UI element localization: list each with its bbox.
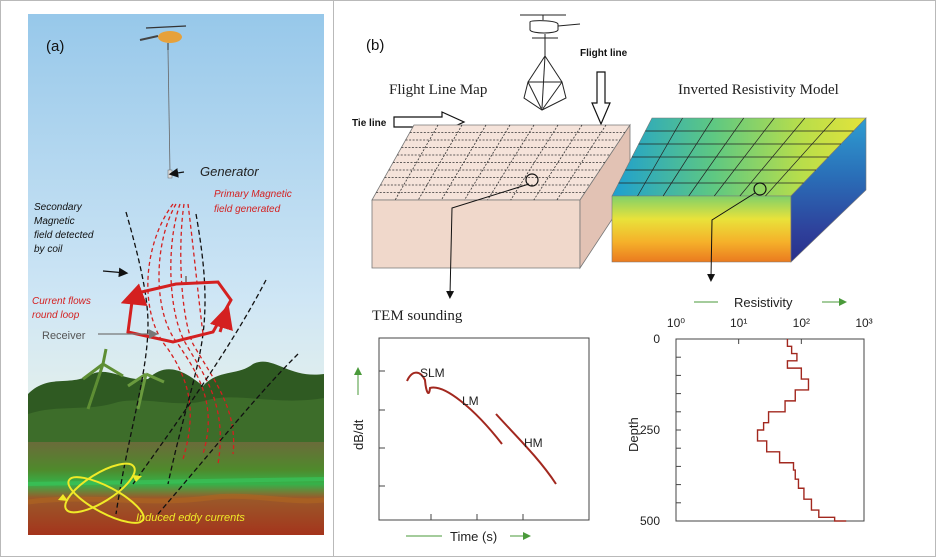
- model-grid-line: [662, 117, 714, 197]
- res-x-tick-label: 10¹: [730, 316, 747, 330]
- primary-field-label-1: Primary Magnetic: [214, 189, 292, 200]
- current-flow-label-1: Current flows: [32, 296, 91, 307]
- current-flow-label-2: round loop: [32, 310, 80, 321]
- model-grid: [618, 117, 854, 197]
- panel-b-diagram: (b) Flight line Tie line Flight Line Map…: [351, 14, 873, 544]
- res-ylabel: Depth: [626, 417, 641, 452]
- eddy-current-loops: [64, 462, 145, 524]
- secondary-field-label-1: Secondary: [34, 202, 83, 213]
- tem-xlabel: Time (s): [450, 529, 497, 544]
- res-xlabel: Resistivity: [734, 295, 793, 310]
- model-pointer: [707, 192, 756, 282]
- secondary-field-label-3: field detected: [34, 230, 94, 241]
- primary-field-label-2: field generated: [214, 204, 281, 215]
- flight-line-map-block: [371, 123, 631, 270]
- panel-a-label: (a): [46, 38, 64, 55]
- res-y-tick-label: 250: [640, 423, 660, 437]
- flight-grid-line: [464, 124, 511, 201]
- resistivity-profile-line: [756, 339, 847, 522]
- model-grid-line: [739, 117, 806, 197]
- tem-sounding-title: TEM sounding: [372, 308, 463, 324]
- tow-cable: [167, 49, 171, 173]
- res-x-tick-label: 10²: [793, 316, 810, 330]
- lm-annotation: LM: [462, 394, 479, 408]
- panel-b-label: (b): [366, 37, 384, 54]
- hm-curve: [495, 413, 557, 485]
- flight-line-arrow-icon: [591, 71, 611, 126]
- flight-grid-line: [487, 124, 535, 201]
- panel-divider: [333, 0, 334, 557]
- resistivity-model-block: [611, 117, 867, 263]
- hm-annotation: HM: [524, 436, 543, 450]
- model-grid-line: [765, 117, 836, 197]
- flight-grid-line: [394, 124, 439, 201]
- model-grid-line: [688, 117, 745, 197]
- flight-grid-line: [440, 124, 487, 201]
- model-grid-line: [714, 117, 775, 197]
- res-x-tick-label: 10³: [855, 316, 872, 330]
- inverted-model-title: Inverted Resistivity Model: [678, 82, 839, 98]
- model-grid-line: [637, 117, 683, 197]
- tem-chart: SLM LM HM dB/dt Time (s): [351, 337, 590, 544]
- flight-line-label: Flight line: [580, 48, 628, 59]
- generator-label: Generator: [200, 164, 259, 179]
- tie-line-label: Tie line: [352, 118, 387, 129]
- sounding-location-marker: [525, 173, 539, 187]
- receiver-label: Receiver: [42, 330, 86, 342]
- flight-line-map-title: Flight Line Map: [389, 82, 487, 98]
- flight-grid-line: [533, 124, 583, 201]
- slm-lm-curve: [406, 371, 503, 445]
- resistivity-chart: Resistivity Depth 10⁰ 10¹ 10² 10³ 0 250 500: [626, 295, 873, 528]
- secondary-field-label-2: Magnetic: [34, 216, 75, 227]
- tem-ylabel: dB/dt: [351, 419, 366, 450]
- secondary-field-label-4: by coil: [34, 244, 63, 255]
- res-y-tick-label: 0: [653, 332, 660, 346]
- sounding-pointer: [446, 183, 530, 299]
- primary-field-lines: [147, 203, 235, 465]
- flight-line-grid: [376, 124, 625, 201]
- flight-grid-line: [417, 124, 463, 201]
- res-x-tick-label: 10⁰: [667, 316, 685, 330]
- trees: [28, 348, 324, 446]
- flight-grid-line: [556, 124, 607, 201]
- eddy-currents-label: Induced eddy currents: [136, 512, 245, 524]
- model-location-marker: [753, 182, 767, 196]
- panel-a-photo: (a) Generator Primary Magnetic field gen…: [28, 14, 324, 535]
- res-y-tick-label: 500: [640, 514, 660, 528]
- helicopter-icon: [139, 25, 187, 50]
- tem-plot-area: [378, 337, 590, 521]
- resistivity-plot-area: [675, 338, 865, 522]
- slm-annotation: SLM: [420, 366, 445, 380]
- helicopter-line-icon: [520, 14, 581, 111]
